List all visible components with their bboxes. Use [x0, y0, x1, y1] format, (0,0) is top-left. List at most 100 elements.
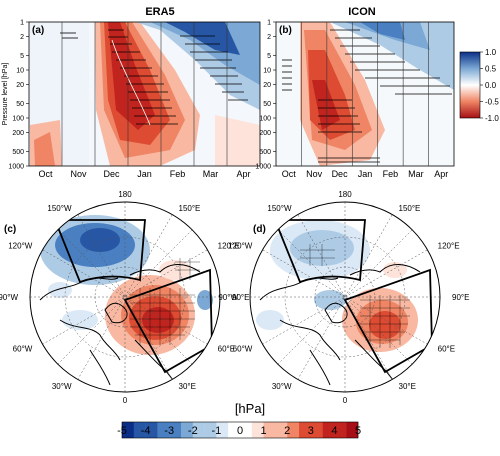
colorbar-bottom-tick-label: 4 — [331, 425, 337, 437]
panel-b-title: ICON — [348, 6, 376, 18]
y-tick-label: 5 — [20, 53, 24, 60]
colorbar-bottom-bin — [240, 422, 252, 438]
y-tick-label: 50 — [263, 101, 271, 108]
colorbar-bottom-bin — [299, 422, 311, 438]
x-tick-label: Jan — [358, 169, 373, 179]
panel-a-frame — [28, 21, 261, 167]
y-tick-label: 1 — [20, 20, 24, 27]
panel-d-label: (d) — [253, 224, 266, 235]
y-tick-label: 10 — [263, 68, 271, 75]
colorbar-right-tick-label: -0.5 — [485, 98, 499, 107]
lon-label: 120°E — [218, 242, 240, 251]
panel-a: ERA5 — [2, 6, 261, 179]
x-tick-label: Jan — [137, 169, 152, 179]
y-tick-label: 100 — [259, 116, 271, 123]
colorbar-bottom-bin — [145, 422, 158, 438]
lon-label: 60°W — [13, 345, 33, 354]
colorbar-bottom-bar: -5 -4 -3 -2 -1 0 1 2 3 4 5 — [117, 421, 361, 439]
y-tick-label: 200 — [12, 130, 24, 137]
panel-a-month-dividers — [61, 22, 228, 166]
panel-a-field — [29, 22, 260, 166]
panel-c-boundary — [29, 201, 221, 393]
lon-label: 90°E — [452, 293, 469, 302]
colorbar-right-tick-label: 0.0 — [485, 81, 497, 90]
panel-d-map — [250, 202, 440, 392]
lon-label: 90°W — [0, 293, 18, 302]
colorbar-bottom-bin — [216, 422, 229, 438]
colorbar-bottom-bin — [169, 422, 182, 438]
y-tick-label: 2 — [20, 34, 24, 41]
lon-label: 180 — [338, 190, 352, 199]
panel-c-lon-labels: 180 150°E 120°E 90°E 60°E 30°E 0 30°W 60°W 90°W 12… — [0, 190, 249, 405]
lon-label: 120°W — [228, 242, 253, 251]
x-tick-label: Feb — [383, 169, 399, 179]
y-tick-label: 500 — [259, 149, 271, 156]
colorbar-bottom-bin — [322, 422, 335, 438]
x-tick-label: Dec — [332, 169, 349, 179]
panel-a-title: ERA5 — [145, 6, 174, 18]
x-tick-label: Mar — [203, 169, 219, 179]
lon-label: 120°W — [8, 242, 33, 251]
colorbar-bottom-bin — [228, 422, 241, 438]
colorbar-bottom-bin — [263, 422, 276, 438]
colorbar-right-bar — [459, 51, 481, 119]
colorbar-bottom-tick-label: 1 — [261, 425, 267, 437]
y-tick-label: 50 — [16, 101, 24, 108]
lon-label: 150°W — [47, 204, 72, 213]
panel-b-field — [276, 22, 454, 166]
colorbar-bottom-tick-label: -4 — [141, 425, 151, 437]
panel-b-y-axis: 1 2 5 10 20 50 100 200 500 1000 — [255, 20, 276, 171]
lon-label: 30°E — [399, 382, 416, 391]
colorbar-bottom-bin — [287, 422, 300, 438]
x-tick-label: Dec — [103, 169, 120, 179]
y-tick-label: 1 — [267, 20, 271, 27]
colorbar-right-tick-label: 1.0 — [485, 48, 497, 57]
panel-c-map — [30, 202, 220, 392]
colorbar-bottom-tick-label: -5 — [117, 425, 127, 437]
lon-label: 150°E — [179, 204, 201, 213]
lon-label: 30°W — [272, 382, 292, 391]
panel-a-ylabel: Pressure level [hPa] — [2, 63, 9, 126]
colorbar-bottom-bin — [133, 422, 146, 438]
y-tick-label: 1000 — [255, 164, 271, 171]
colorbar-bottom-tick-label: 2 — [284, 425, 290, 437]
lon-label: 150°E — [399, 204, 421, 213]
y-tick-label: 5 — [267, 53, 271, 60]
y-tick-label: 100 — [12, 116, 24, 123]
colorbar-bottom-frame — [121, 421, 359, 439]
colorbar-bottom-tick-label: -2 — [188, 425, 198, 437]
colorbar-bottom-bin — [204, 422, 217, 438]
colorbar-bottom-bin — [251, 422, 264, 438]
colorbar-bottom-bin — [181, 422, 193, 438]
colorbar-bottom-bin — [310, 422, 323, 438]
colorbar-right-tick-label: -1.0 — [485, 114, 499, 123]
colorbar-bottom-tick-label: -3 — [164, 425, 174, 437]
lon-label: 30°W — [52, 382, 72, 391]
x-tick-label: Nov — [306, 169, 323, 179]
colorbar-bottom: [hPa] -5 -4 -3 -2 -1 0 1 2 3 4 5 — [117, 401, 361, 439]
y-tick-label: 20 — [263, 82, 271, 89]
lon-label: 0 — [123, 396, 128, 405]
x-tick-label: Apr — [434, 169, 448, 179]
lon-label: 90°W — [218, 293, 238, 302]
y-tick-label: 200 — [259, 130, 271, 137]
colorbar-right: 1.0 0.5 0.0 -0.5 -1.0 — [459, 48, 499, 123]
lon-label: 60°W — [233, 345, 253, 354]
panel-c-label: (c) — [4, 224, 16, 235]
colorbar-right-ticks: 1.0 0.5 0.0 -0.5 -1.0 — [480, 48, 499, 123]
colorbar-right-tick-label: 0.5 — [485, 65, 497, 74]
colorbar-bottom-tick-label: 3 — [308, 425, 314, 437]
colorbar-bottom-tick-label: -1 — [212, 425, 222, 437]
panel-d-boundary — [249, 201, 441, 393]
lon-label: 60°E — [438, 345, 455, 354]
lon-label: 180 — [118, 190, 132, 199]
colorbar-bottom-bin — [334, 422, 347, 438]
lon-label: 150°W — [267, 204, 292, 213]
panel-a-x-axis: Oct Nov Dec Jan Feb Mar Apr — [38, 169, 250, 179]
x-tick-label: Nov — [70, 169, 87, 179]
lon-label: 90°E — [232, 293, 249, 302]
panel-b-month-dividers — [301, 22, 429, 166]
panel-b-frame — [275, 21, 455, 167]
colorbar-bottom-unit: [hPa] — [235, 401, 265, 416]
